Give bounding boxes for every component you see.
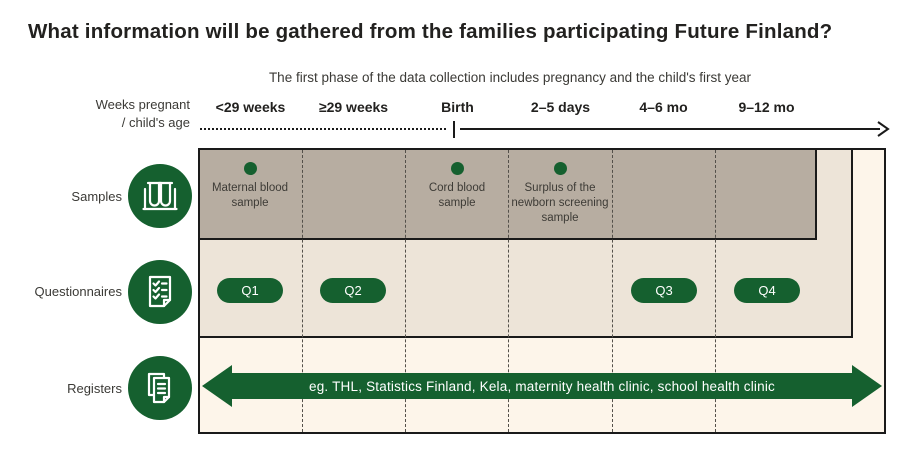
test-tubes-icon [142,181,178,211]
column-header-4-6-mo: 4–6 mo [639,99,688,115]
sample-dot-icon [450,162,464,175]
column-separator [612,150,613,432]
column-header-lt29-weeks: <29 weeks [215,99,286,115]
sample-event-label: Cord blood sample [428,182,486,209]
sample-event-label: Maternal blood sample [211,182,289,209]
column-header-2-5-days: 2–5 days [530,99,591,115]
documents-icon [147,372,171,404]
timeline-solid-segment [460,128,880,130]
row-label-questionnaires: Questionnaires [34,284,122,299]
column-header-9-12-mo: 9–12 mo [738,99,795,115]
questionnaires-icon-circle [128,260,192,324]
sample-dot-icon [243,162,257,175]
axis-label-line1: Weeks pregnant [95,97,190,112]
sample-event-cord-blood: Cord blood sample [412,162,502,211]
column-separator [508,150,509,432]
row-label-samples: Samples [71,189,122,204]
row-label-registers: Registers [67,381,122,396]
sample-event-label: Surplus of the newborn screening sample [511,182,609,224]
timeline-arrowhead-icon [877,121,890,137]
column-separator [715,150,716,432]
timeline-birth-tick [453,121,455,138]
samples-scope-box [198,148,817,240]
sample-event-newborn-screening: Surplus of the newborn screening sample [504,162,616,226]
sample-event-maternal-blood: Maternal blood sample [194,162,306,211]
column-separator [302,150,303,432]
questionnaire-pill-q4: Q4 [734,278,800,303]
phase-subtitle: The first phase of the data collection i… [268,70,752,85]
registers-icon-circle [128,356,192,420]
sample-dot-icon [553,162,567,175]
checklist-icon [148,275,172,308]
questionnaire-pill-q3: Q3 [631,278,697,303]
samples-icon-circle [128,164,192,228]
column-separator [405,150,406,432]
registers-span-arrow [202,365,882,407]
questionnaire-pill-q2: Q2 [320,278,386,303]
registers-arrow-label: eg. THL, Statistics Finland, Kela, mater… [309,378,775,394]
axis-label-line2: / child's age [121,114,190,130]
axis-label: Weeks pregnant / child's age [20,96,190,131]
page-title: What information will be gathered from t… [28,20,833,43]
column-header-birth: Birth [441,99,474,115]
column-header-gte29-weeks: ≥29 weeks [318,99,389,115]
questionnaire-pill-q1: Q1 [217,278,283,303]
timeline-dotted-segment [200,128,446,130]
